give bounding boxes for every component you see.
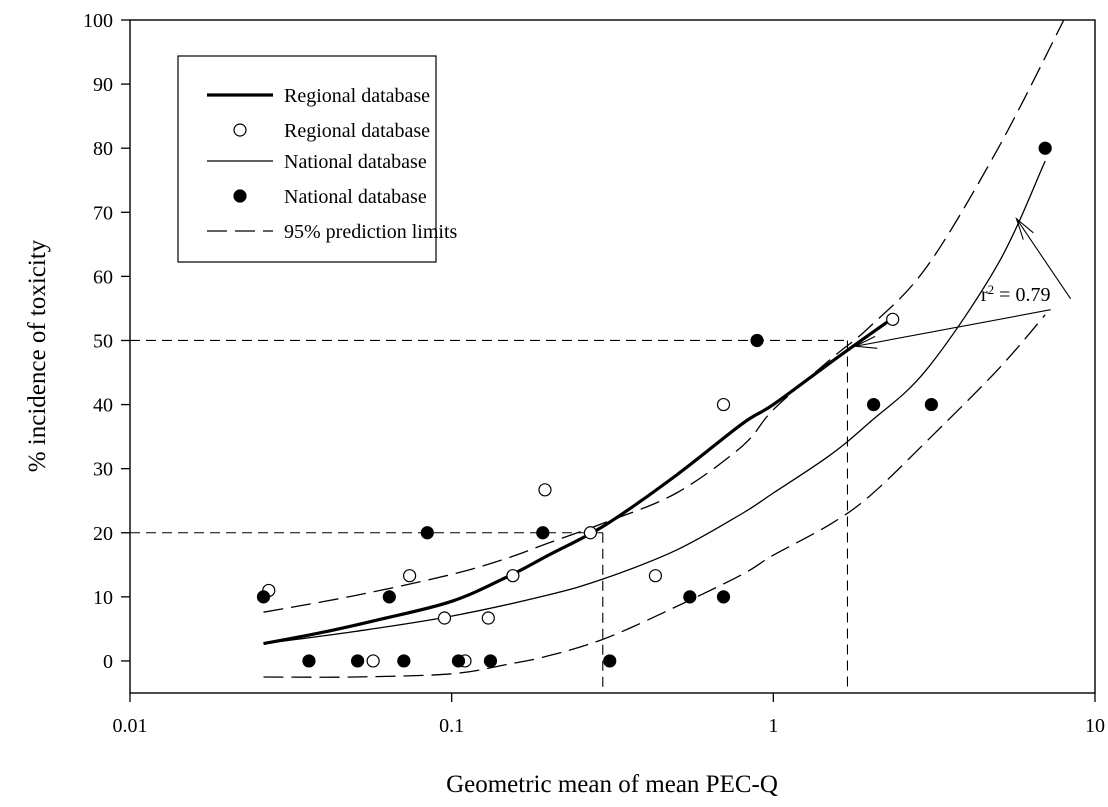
national-data-point [603,654,617,668]
annotation-arrow-head [1015,217,1034,240]
national-data-point [302,654,316,668]
regional-data-point [648,569,663,583]
y-tick-label: 10 [93,587,113,609]
legend-label: National database [284,186,427,208]
regional-data-point [437,611,452,625]
x-axis: 0.01 0.1 1 10 [113,693,1105,737]
legend-swatch-filled-circle [233,189,247,203]
annotation-text-sup: 2 [988,282,995,297]
legend-label: Regional database [284,85,430,107]
y-tick-label: 100 [83,10,113,32]
national-data-point [256,590,271,604]
national-data-point [483,654,498,668]
regional-data-point [583,526,598,540]
y-tick-label: 50 [93,330,113,352]
regional-data-point [886,312,900,326]
y-tick-label: 40 [93,395,113,417]
fit-line-thick-line [263,314,897,646]
x-tick-label: 10 [1085,715,1105,737]
y-tick-label: 20 [93,523,113,545]
x-tick-label: 0.1 [439,715,464,737]
legend-label: 95% prediction limits [284,221,458,243]
reference-lines [130,339,849,693]
y-axis: 0 10 20 30 40 50 60 70 80 90 100 [83,10,130,673]
national-data-point [451,654,466,668]
y-tick-label: 0 [103,651,113,673]
annotation-arrow [855,309,1051,347]
r-squared-annotation: r2 = 0.79 [853,217,1072,349]
legend-label: Regional database [284,120,430,142]
regional-data-point [403,569,417,583]
y-tick-label: 60 [93,266,113,288]
national-data-point [683,590,697,604]
x-tick-label: 1 [768,715,778,737]
fit-line-dashed-line [263,19,1065,613]
national-data-point [924,397,938,412]
national-data-point [397,654,411,668]
regional-data-point [481,611,495,625]
plot-frame [129,19,1096,694]
x-tick-label: 0.01 [113,715,148,737]
regional-data-point [716,397,731,412]
x-axis-title: Geometric mean of mean PEC-Q [446,771,778,798]
regional-data-point [538,483,552,497]
national-data-point [420,526,434,540]
y-tick-label: 70 [93,202,113,224]
y-tick-label: 30 [93,459,113,481]
legend-box [177,55,437,263]
national-data-point [867,397,881,412]
fit-line-dashed-line [263,314,1046,678]
national-data-point [351,654,365,668]
national-data-point [750,333,764,348]
data-points [256,141,1052,668]
national-data-point [536,526,550,540]
annotation-text: r2 = 0.79 [981,282,1050,307]
legend-swatch-open-circle [233,123,247,137]
y-tick-label: 90 [93,74,113,96]
annotation-text-base: r [981,284,988,306]
regional-data-point [506,569,520,583]
legend: Regional database Regional database Nation… [177,55,458,263]
y-axis-title: % incidence of toxicity [24,239,51,472]
national-data-point [382,590,396,604]
regional-data-point [366,654,380,668]
annotation-arrow [1016,218,1072,300]
legend-label: National database [284,151,427,173]
national-data-point [716,590,731,604]
y-tick-label: 80 [93,138,113,160]
annotation-arrow-head [853,335,878,349]
national-data-point [1038,141,1052,155]
annotation-text-rest: = 0.79 [994,284,1050,306]
